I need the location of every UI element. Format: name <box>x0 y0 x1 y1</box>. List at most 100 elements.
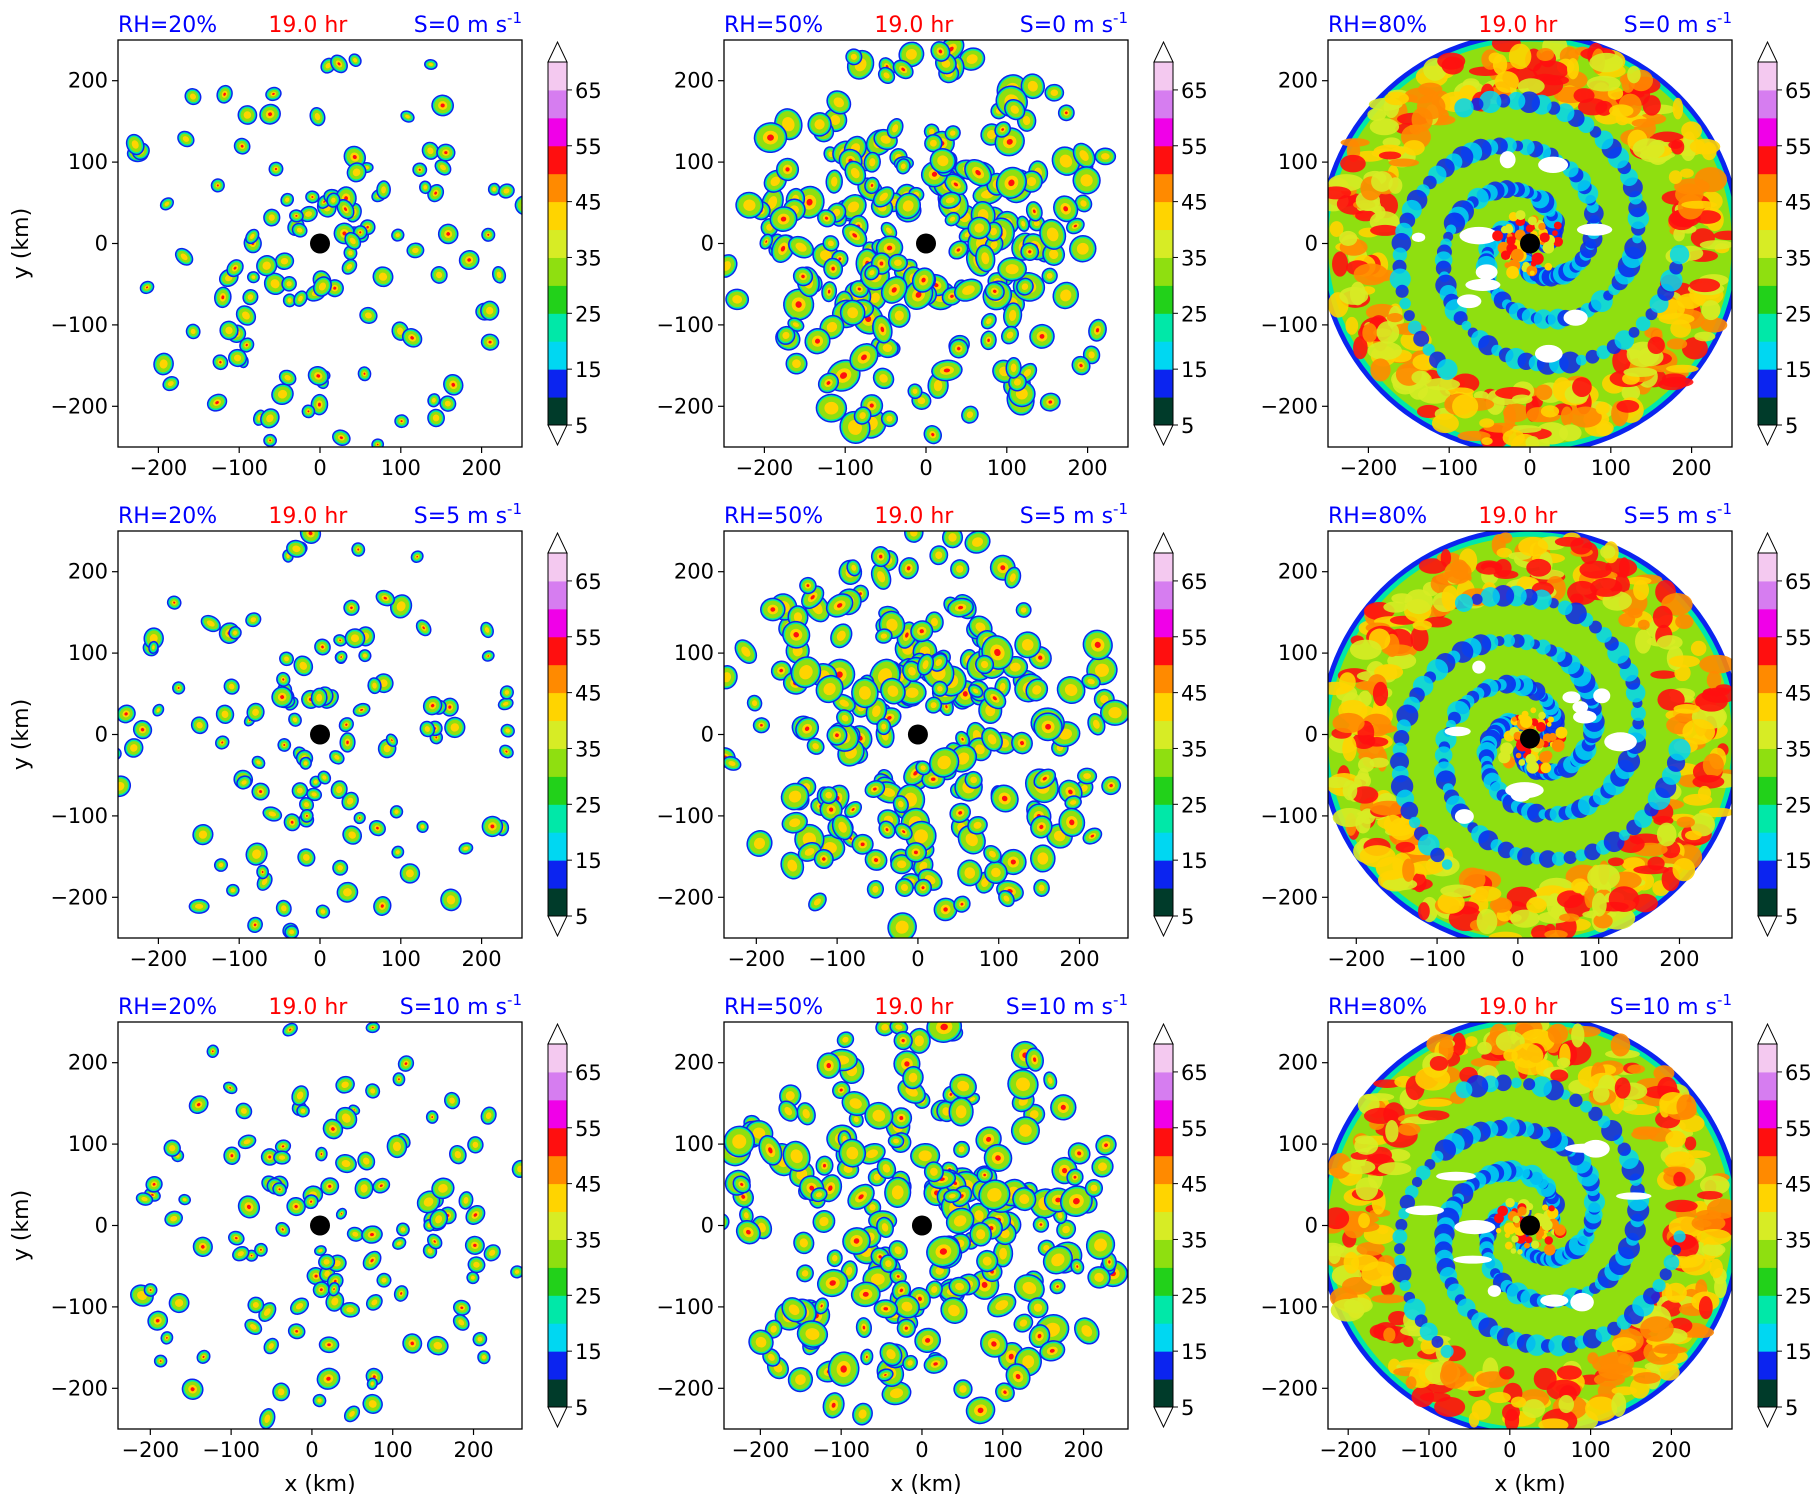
colorbar-tick-label: 45 <box>1181 1173 1208 1197</box>
x-tick-label: −100 <box>210 456 268 480</box>
x-tick-label: 100 <box>1579 947 1619 971</box>
colorbar-tick-label: 65 <box>575 1061 602 1085</box>
panel-rh-50-s-10: −200 −100 0 100 200 −200 −100 0 100 200 RH=50% 19.0… <box>656 991 1207 1462</box>
colorbar-tick-label: 35 <box>575 1228 602 1252</box>
storm-center-marker <box>907 724 928 745</box>
y-tick-label: 0 <box>701 232 714 256</box>
colorbar-tick-label: 65 <box>1785 570 1812 594</box>
reflectivity-field <box>125 53 522 447</box>
y-tick-label: 100 <box>674 641 714 665</box>
y-tick-label: −200 <box>656 394 714 418</box>
x-tick-label: 200 <box>462 456 502 480</box>
colorbar-tick-label: 25 <box>575 1284 602 1308</box>
colorbar: 5 15 25 35 45 55 65 <box>1757 1022 1812 1429</box>
y-tick-label: −200 <box>50 885 108 909</box>
x-tick-label: 100 <box>1571 1438 1611 1462</box>
y-tick-label: 100 <box>674 150 714 174</box>
panel-rh-80-s-5: −200 −100 0 100 200 −200 −100 0 100 200 RH=80% 19.0… <box>1260 500 1811 971</box>
x-tick-label: −200 <box>121 1438 179 1462</box>
time-title: 19.0 hr <box>1478 504 1558 529</box>
x-tick-label: −200 <box>736 456 794 480</box>
panel-rh-20-s-10: −200 −100 0 100 200 −200 −100 0 100 200 RH=20% 19.0… <box>50 991 601 1462</box>
colorbar: 5 15 25 35 45 55 65 <box>1153 531 1208 938</box>
y-tick-label: −100 <box>656 313 714 337</box>
colorbar-tick-label: 5 <box>1181 1396 1194 1420</box>
y-tick-label: −200 <box>1260 1376 1318 1400</box>
time-title: 19.0 hr <box>874 995 954 1020</box>
colorbar: 5 15 25 35 45 55 65 <box>547 531 602 938</box>
y-tick-label: −100 <box>50 804 108 828</box>
panel-rh-80-s-10: −200 −100 0 100 200 −200 −100 0 100 200 RH=80% 19.0… <box>1260 991 1811 1462</box>
colorbar-tick-label: 45 <box>1785 191 1812 215</box>
y-tick-label: 200 <box>1278 1051 1318 1075</box>
y-tick-label: −100 <box>50 1295 108 1319</box>
colorbar-tick-label: 35 <box>1785 1228 1812 1252</box>
y-tick-label: −100 <box>656 1295 714 1319</box>
colorbar-tick-label: 45 <box>1785 682 1812 706</box>
rh-title: RH=80% <box>1328 504 1427 529</box>
time-title: 19.0 hr <box>1478 995 1558 1020</box>
colorbar-tick-label: 35 <box>1785 737 1812 761</box>
colorbar: 5 15 25 35 45 55 65 <box>1757 531 1812 938</box>
y-tick-label: 100 <box>68 641 108 665</box>
y-tick-label: −200 <box>656 885 714 909</box>
y-tick-label: 0 <box>701 1214 714 1238</box>
colorbar-tick-label: 55 <box>575 626 602 650</box>
x-tick-label: 100 <box>373 1438 413 1462</box>
y-tick-label: 100 <box>1278 1132 1318 1156</box>
storm-center-marker <box>916 233 936 254</box>
x-tick-label: −100 <box>812 1438 870 1462</box>
x-tick-label: 200 <box>462 947 502 971</box>
y-tick-label: 200 <box>1278 560 1318 584</box>
colorbar-tick-label: 45 <box>1785 1173 1812 1197</box>
colorbar-tick-label: 35 <box>1181 1228 1208 1252</box>
x-tick-label: −200 <box>1319 1438 1377 1462</box>
x-tick-label: 0 <box>1503 1438 1516 1462</box>
rh-title: RH=20% <box>118 13 217 38</box>
colorbar-tick-label: 15 <box>575 358 602 382</box>
colorbar-tick-label: 15 <box>575 849 602 873</box>
x-tick-label: 200 <box>1059 947 1099 971</box>
x-tick-label: 100 <box>987 456 1027 480</box>
time-title: 19.0 hr <box>1478 13 1558 38</box>
shear-title: S=10 m s-1 <box>1006 991 1128 1020</box>
colorbar-tick-label: 65 <box>1785 1061 1812 1085</box>
colorbar-tick-label: 15 <box>1181 358 1208 382</box>
x-tick-label: 0 <box>911 947 924 971</box>
x-axis-label: x (km) <box>284 1472 355 1497</box>
colorbar-tick-label: 65 <box>1181 1061 1208 1085</box>
x-tick-label: −200 <box>130 947 188 971</box>
colorbar-tick-label: 15 <box>1785 358 1812 382</box>
y-tick-label: 0 <box>1305 1214 1318 1238</box>
y-tick-label: 200 <box>674 560 714 584</box>
x-tick-label: 200 <box>1068 456 1108 480</box>
y-tick-label: −200 <box>656 1376 714 1400</box>
shear-title: S=0 m s-1 <box>414 9 522 38</box>
rh-title: RH=50% <box>724 13 823 38</box>
time-title: 19.0 hr <box>268 13 348 38</box>
storm-center-marker <box>1520 728 1540 749</box>
y-tick-label: −200 <box>1260 885 1318 909</box>
colorbar-tick-label: 5 <box>1785 905 1798 929</box>
reflectivity-field <box>724 1022 1128 1426</box>
rh-title: RH=80% <box>1328 13 1427 38</box>
colorbar-tick-label: 15 <box>575 1340 602 1364</box>
y-axis-label: y (km) <box>9 208 34 279</box>
x-tick-label: 100 <box>381 456 421 480</box>
colorbar-tick-label: 5 <box>575 1396 588 1420</box>
panel-rh-20-s-5: −200 −100 0 100 200 −200 −100 0 100 200 RH=20% 19.0… <box>50 500 601 971</box>
colorbar-tick-label: 5 <box>575 905 588 929</box>
y-tick-label: 200 <box>68 1051 108 1075</box>
reflectivity-field <box>724 531 1128 938</box>
colorbar: 5 15 25 35 45 55 65 <box>1757 40 1812 447</box>
rh-title: RH=50% <box>724 995 823 1020</box>
x-tick-label: −100 <box>1420 456 1478 480</box>
rh-title: RH=20% <box>118 995 217 1020</box>
shear-title: S=10 m s-1 <box>400 991 522 1020</box>
y-tick-label: 100 <box>1278 641 1318 665</box>
colorbar-tick-label: 55 <box>1181 1117 1208 1141</box>
rh-title: RH=80% <box>1328 995 1427 1020</box>
panel-rh-50-s-5: −200 −100 0 100 200 −200 −100 0 100 200 RH=50% 19.0… <box>656 500 1207 971</box>
storm-center-marker <box>1520 1215 1540 1236</box>
